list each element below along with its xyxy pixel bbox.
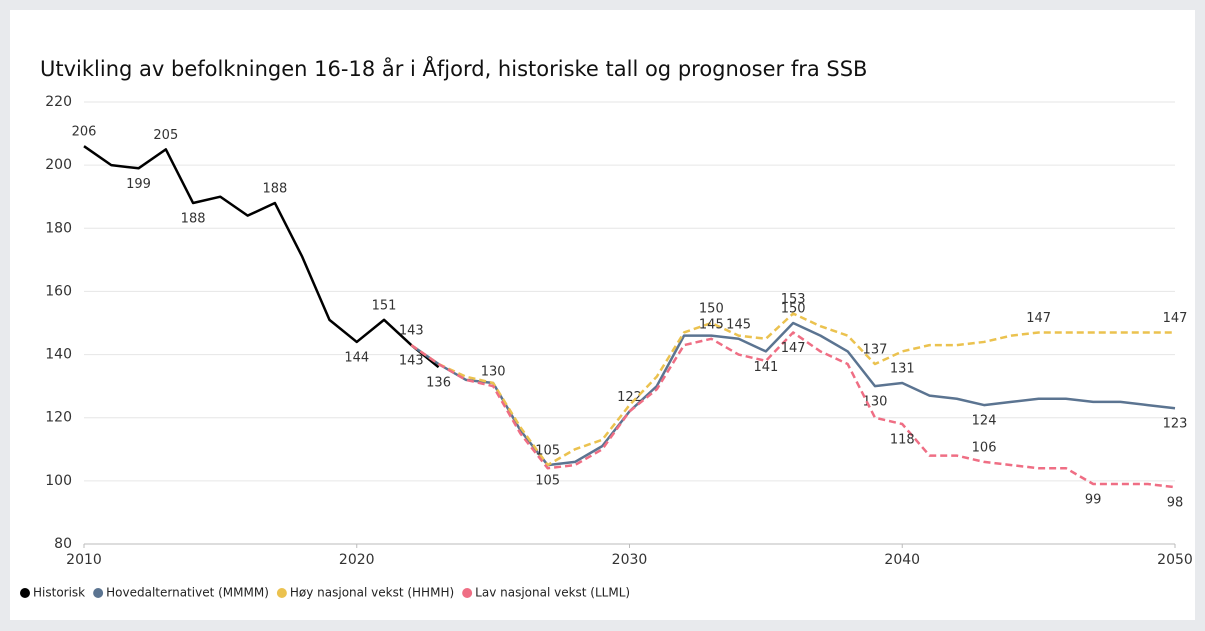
data-label: 150	[699, 302, 724, 317]
data-label: 143	[399, 354, 424, 369]
data-label: 144	[344, 350, 369, 365]
data-label: 188	[181, 212, 206, 227]
data-label: 145	[699, 317, 724, 332]
y-tick-label: 80	[54, 536, 72, 552]
data-label: 141	[753, 360, 778, 375]
y-tick-label: 220	[45, 94, 72, 110]
data-label: 122	[617, 390, 642, 405]
series-line	[410, 321, 1176, 467]
series-line	[410, 331, 1176, 489]
data-label: 130	[481, 365, 506, 380]
data-label: 123	[1163, 417, 1188, 432]
data-label: 124	[972, 414, 997, 429]
chart-title: Utvikling av befolkningen 16-18 år i Åfj…	[40, 55, 867, 81]
data-label: 147	[1163, 311, 1188, 326]
data-label: 105	[535, 444, 560, 459]
legend-label: Hovedalternativet (MMMM)	[106, 586, 269, 600]
y-tick-label: 180	[45, 220, 72, 236]
x-tick-label: 2050	[1157, 552, 1193, 568]
data-label: 98	[1167, 496, 1184, 511]
x-tick-label: 2040	[884, 552, 920, 568]
y-tick-label: 200	[45, 157, 72, 173]
data-label: 151	[372, 298, 397, 313]
legend-label: Lav nasjonal vekst (LLML)	[475, 586, 630, 600]
data-label: 118	[890, 433, 915, 448]
series-line	[83, 145, 440, 369]
data-label: 206	[72, 125, 97, 140]
data-label: 188	[263, 182, 288, 197]
data-label: 105	[535, 474, 560, 489]
data-label: 199	[126, 177, 151, 192]
data-label: 205	[153, 128, 178, 143]
y-tick-label: 120	[45, 410, 72, 426]
legend-marker	[93, 588, 104, 598]
legend-label: Historisk	[33, 586, 85, 600]
x-tick-label: 2030	[612, 552, 648, 568]
y-tick-label: 160	[45, 283, 72, 299]
data-label: 136	[426, 376, 451, 391]
data-label: 99	[1085, 493, 1102, 508]
x-tick-label: 2010	[66, 552, 102, 568]
legend-marker	[276, 588, 287, 598]
data-label: 106	[972, 440, 997, 455]
legend-marker	[20, 588, 30, 598]
legend-label: Høy nasjonal vekst (HHMH)	[290, 586, 454, 600]
series-line	[410, 312, 1175, 467]
y-tick-label: 100	[45, 473, 72, 489]
data-label: 131	[890, 361, 915, 376]
data-label: 147	[1026, 311, 1051, 326]
data-label: 145	[726, 317, 751, 332]
data-label: 137	[863, 343, 888, 358]
data-label: 147	[781, 341, 806, 356]
card	[10, 10, 1195, 620]
data-label: 143	[399, 324, 424, 339]
x-tick-label: 2020	[339, 552, 375, 568]
data-label: 153	[781, 292, 806, 307]
legend-marker	[462, 588, 473, 598]
y-tick-label: 140	[45, 347, 72, 363]
data-label: 150	[781, 302, 806, 317]
